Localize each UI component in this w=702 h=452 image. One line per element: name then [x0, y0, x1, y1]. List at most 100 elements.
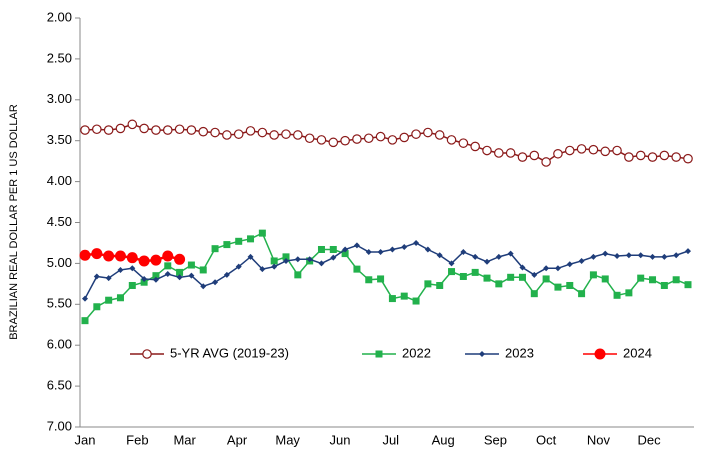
legend-marker [142, 349, 152, 359]
marker [141, 275, 148, 282]
marker [317, 245, 325, 253]
marker [589, 271, 597, 279]
marker [388, 295, 396, 303]
marker [683, 153, 693, 164]
x-tick-label: Apr [227, 432, 248, 447]
marker [434, 130, 445, 140]
marker [114, 250, 126, 262]
y-axis-label: BRAZILIAN REAL DOLLAR PER 1 US DOLLAR [8, 104, 20, 340]
marker [436, 252, 443, 259]
marker [576, 144, 587, 154]
marker [660, 281, 668, 289]
marker [365, 248, 372, 255]
marker [139, 123, 149, 134]
marker [138, 255, 150, 267]
marker [91, 248, 103, 260]
marker [554, 283, 562, 291]
marker [635, 150, 646, 161]
marker [495, 280, 503, 288]
y-tick-label: 3.00 [47, 91, 72, 106]
marker [578, 257, 585, 264]
marker [649, 276, 657, 284]
marker [188, 272, 195, 279]
marker [103, 250, 115, 262]
marker [259, 266, 266, 273]
marker [316, 135, 327, 145]
marker [294, 256, 301, 263]
marker [152, 276, 159, 283]
marker [116, 294, 124, 302]
marker [222, 130, 232, 140]
marker [541, 157, 551, 167]
marker [400, 292, 408, 300]
marker [223, 271, 230, 278]
marker [389, 246, 396, 253]
marker [293, 130, 303, 140]
marker [566, 261, 573, 268]
marker [329, 245, 337, 253]
marker [649, 253, 656, 260]
x-tick-label: May [275, 432, 300, 447]
x-tick-label: Sep [484, 432, 507, 447]
marker [673, 252, 680, 259]
legend-label: 2024 [623, 345, 652, 360]
marker [411, 129, 421, 139]
marker [446, 135, 457, 145]
marker [115, 123, 126, 134]
marker [365, 276, 373, 284]
marker [140, 278, 148, 286]
y-tick-label: 4.50 [47, 214, 72, 229]
marker [328, 137, 339, 148]
marker [375, 131, 386, 142]
marker [564, 145, 575, 156]
y-tick-label: 6.50 [47, 378, 72, 393]
marker [659, 150, 670, 161]
marker [505, 148, 516, 158]
marker [247, 253, 254, 260]
marker [247, 235, 255, 243]
marker [448, 260, 455, 267]
y-tick-label: 2.50 [47, 50, 72, 65]
marker [602, 250, 609, 257]
marker [363, 133, 374, 144]
marker [342, 246, 349, 253]
marker [647, 152, 658, 162]
marker [507, 273, 515, 281]
marker [517, 152, 528, 162]
marker [518, 273, 526, 281]
marker [637, 252, 644, 259]
marker [162, 125, 173, 135]
marker [117, 266, 124, 273]
marker [554, 265, 561, 272]
marker [199, 266, 207, 274]
marker [530, 290, 538, 298]
y-tick-label: 5.50 [47, 296, 72, 311]
legend-marker [375, 350, 383, 358]
marker [482, 145, 492, 156]
marker [460, 248, 467, 255]
marker [186, 125, 197, 135]
series-line [84, 232, 689, 322]
marker [543, 265, 550, 272]
marker [210, 127, 220, 138]
marker [281, 129, 291, 139]
marker [424, 246, 431, 253]
marker [176, 274, 183, 281]
marker [82, 295, 88, 302]
marker [164, 262, 172, 270]
y-tick-label: 6.00 [47, 337, 72, 352]
marker [174, 124, 185, 135]
marker [306, 256, 313, 263]
marker [661, 253, 668, 260]
legend-label: 2023 [505, 345, 534, 360]
legend-label: 2022 [402, 345, 431, 360]
marker [399, 132, 410, 143]
marker [269, 130, 279, 140]
marker [294, 271, 302, 279]
marker [150, 254, 162, 266]
marker [93, 273, 100, 280]
marker [103, 125, 114, 135]
marker [519, 264, 526, 271]
marker [176, 268, 184, 276]
